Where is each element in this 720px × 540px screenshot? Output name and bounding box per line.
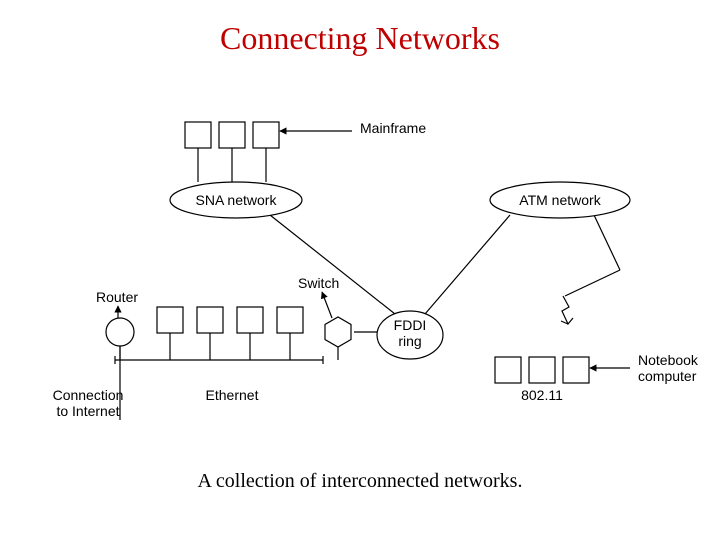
- label-switch: Switch: [298, 275, 339, 291]
- label-conn2: to Internet: [56, 403, 119, 419]
- label-w80211: 802.11: [521, 387, 563, 403]
- eth2: [197, 307, 223, 333]
- label-fddi1: FDDI: [394, 317, 427, 333]
- bolt: [561, 296, 573, 324]
- eth4: [277, 307, 303, 333]
- eth1: [157, 307, 183, 333]
- mf2: [219, 122, 245, 148]
- label-nb1: Notebook: [638, 352, 699, 368]
- label-fddi2: ring: [398, 333, 421, 349]
- label-router: Router: [96, 289, 138, 305]
- network-diagram: Mainframe SNA network ATM network FDDIring R…: [0, 0, 720, 540]
- label-ethernet: Ethernet: [206, 387, 259, 403]
- wifi3: [563, 357, 589, 383]
- mf3: [253, 122, 279, 148]
- label-atm: ATM network: [519, 192, 601, 208]
- label-sna: SNA network: [196, 192, 278, 208]
- mf1: [185, 122, 211, 148]
- label-mainframe: Mainframe: [360, 120, 426, 136]
- wifi1: [495, 357, 521, 383]
- eth3: [237, 307, 263, 333]
- router: [106, 318, 134, 346]
- wifi2: [529, 357, 555, 383]
- switch: [325, 317, 351, 347]
- label-nb2: computer: [638, 368, 697, 384]
- label-conn1: Connection: [53, 387, 124, 403]
